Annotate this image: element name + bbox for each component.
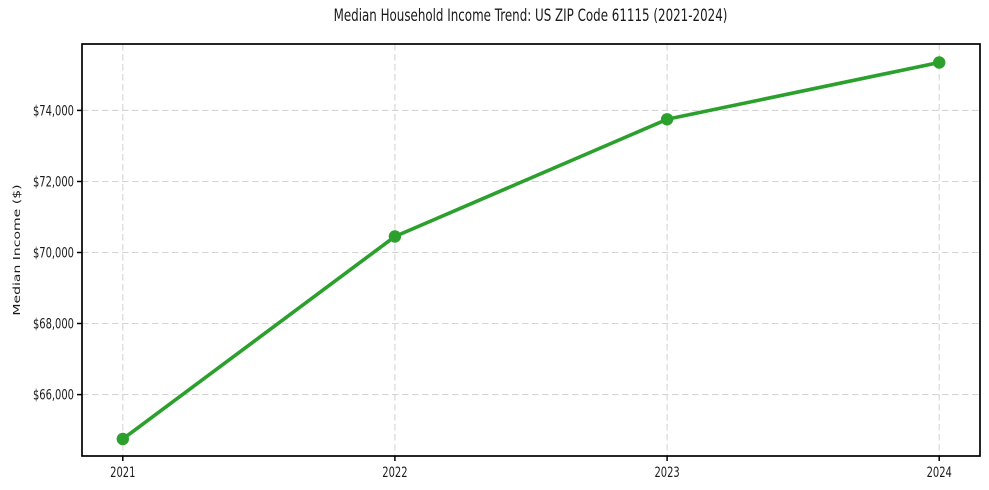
data-point — [933, 56, 946, 69]
y-tick-label: $70,000 — [33, 245, 74, 261]
x-tick-label: 2021 — [110, 464, 135, 480]
x-tick-label: 2022 — [382, 464, 407, 480]
trend-line — [121, 60, 942, 441]
x-tick-label: 2024 — [927, 464, 952, 480]
plot-frame — [81, 43, 981, 457]
y-tick-label: $72,000 — [33, 174, 74, 190]
y-tick-label: $66,000 — [33, 387, 74, 403]
y-tick-label: $68,000 — [33, 316, 74, 332]
data-point — [116, 432, 129, 446]
data-point — [660, 113, 674, 126]
x-tick-label: 2023 — [654, 464, 679, 480]
data-point — [388, 230, 402, 243]
chart-title: Median Household Income Trend: US ZIP Co… — [333, 6, 728, 25]
y-tick-label: $74,000 — [33, 103, 74, 119]
